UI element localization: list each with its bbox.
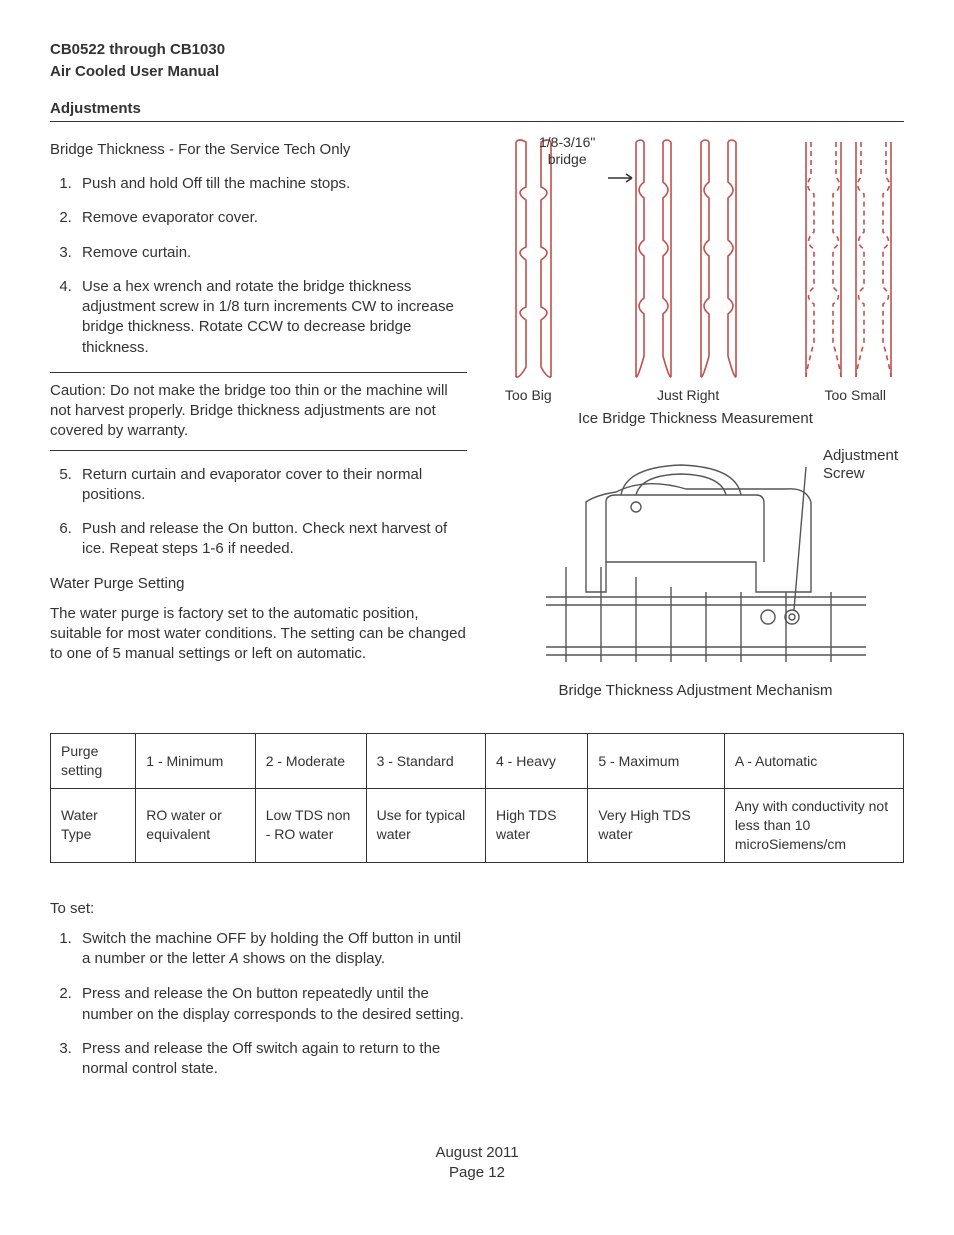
mechanism-caption: Bridge Thickness Adjustment Mechanism — [487, 681, 904, 701]
to-set-list: Switch the machine OFF by holding the Of… — [50, 929, 467, 1080]
cell: 4 - Heavy — [485, 734, 587, 789]
bridge-caption: Ice Bridge Thickness Measurement — [487, 409, 904, 429]
segment-char: A — [230, 951, 239, 968]
doc-title-line1: CB0522 through CB1030 — [50, 40, 904, 60]
step-item: Press and release the Off switch again t… — [76, 1039, 467, 1080]
mech-label-2: Screw — [823, 465, 865, 482]
doc-title-line2: Air Cooled User Manual — [50, 62, 904, 82]
step-item: Switch the machine OFF by holding the Of… — [76, 929, 467, 971]
bridge-note-line1: 1/8-3/16" — [539, 134, 595, 150]
cell: Purge setting — [51, 734, 136, 789]
cell: High TDS water — [485, 788, 587, 862]
water-purge-heading: Water Purge Setting — [50, 574, 467, 594]
cell: Any with conductivity not less than 10 m… — [724, 788, 903, 862]
step-item: Push and hold Off till the machine stops… — [76, 174, 467, 194]
step-item: Push and release the On button. Check ne… — [76, 519, 467, 560]
cell: 3 - Standard — [366, 734, 485, 789]
table-row: Purge setting 1 - Minimum 2 - Moderate 3… — [51, 734, 904, 789]
cell: Use for typical water — [366, 788, 485, 862]
cell: 5 - Maximum — [588, 734, 724, 789]
cell: RO water or equivalent — [136, 788, 255, 862]
label-too-big: Too Big — [505, 386, 552, 405]
bridge-svg-icon — [496, 132, 896, 384]
steps-list-b: Return curtain and evaporator cover to t… — [50, 465, 467, 560]
to-set-column: To set: Switch the machine OFF by holdin… — [50, 885, 467, 1094]
left-column: Bridge Thickness - For the Service Tech … — [50, 132, 467, 679]
step-item: Use a hex wrench and rotate the bridge t… — [76, 277, 467, 358]
page-footer: August 2011 Page 12 — [50, 1143, 904, 1182]
cell: 2 - Moderate — [255, 734, 366, 789]
caution-block: Caution: Do not make the bridge too thin… — [50, 372, 467, 451]
water-purge-paragraph: The water purge is factory set to the au… — [50, 604, 467, 665]
step-item: Remove curtain. — [76, 243, 467, 263]
cell: Low TDS non - RO water — [255, 788, 366, 862]
cell: 1 - Minimum — [136, 734, 255, 789]
purge-table: Purge setting 1 - Minimum 2 - Moderate 3… — [50, 733, 904, 862]
table-row: Water Type RO water or equivalent Low TD… — [51, 788, 904, 862]
bridge-labels: Too Big Just Right Too Small — [487, 386, 904, 405]
step-text-post: shows on the display. — [239, 950, 385, 967]
cell: Very High TDS water — [588, 788, 724, 862]
right-column: 1/8-3/16" bridge — [487, 132, 904, 719]
footer-date: August 2011 — [435, 1144, 518, 1161]
step-item: Remove evaporator cover. — [76, 208, 467, 228]
step-item: Press and release the On button repeated… — [76, 984, 467, 1025]
mechanism-diagram: Adjustment Screw — [487, 447, 904, 701]
label-too-small: Too Small — [825, 386, 886, 405]
label-just-right: Just Right — [657, 386, 719, 405]
intro-text: Bridge Thickness - For the Service Tech … — [50, 140, 467, 160]
footer-page: Page 12 — [449, 1164, 505, 1181]
bridge-note: 1/8-3/16" bridge — [539, 134, 595, 168]
steps-list-a: Push and hold Off till the machine stops… — [50, 174, 467, 358]
mechanism-label: Adjustment Screw — [823, 447, 898, 483]
mech-label-1: Adjustment — [823, 447, 898, 464]
to-set-heading: To set: — [50, 899, 467, 919]
section-heading-adjustments: Adjustments — [50, 99, 904, 122]
cell: Water Type — [51, 788, 136, 862]
bridge-diagram: 1/8-3/16" bridge — [487, 132, 904, 429]
bridge-note-line2: bridge — [548, 151, 587, 167]
step-item: Return curtain and evaporator cover to t… — [76, 465, 467, 506]
cell: A - Automatic — [724, 734, 903, 789]
